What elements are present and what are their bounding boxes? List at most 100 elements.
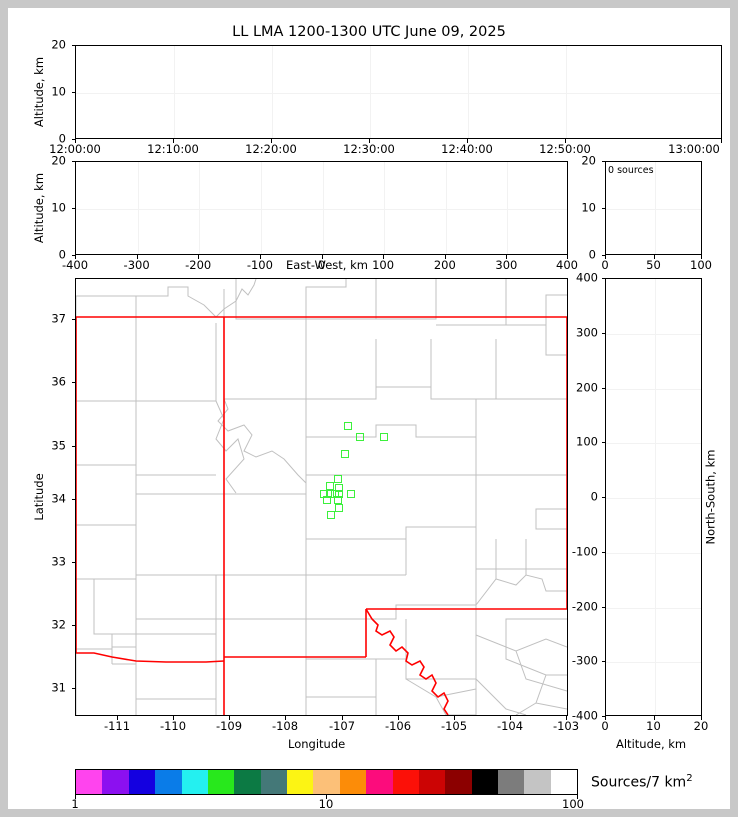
tick <box>326 795 327 799</box>
tick <box>577 795 578 799</box>
source-marker <box>334 496 343 505</box>
tick <box>506 255 508 259</box>
tick <box>601 278 605 279</box>
ytick-label: 10 <box>51 200 66 215</box>
ytick-label: 20 <box>51 153 66 168</box>
xtick-label: 12:20:00 <box>245 142 297 156</box>
tick <box>605 255 606 259</box>
ytick-label: 35 <box>51 438 66 453</box>
tick <box>71 45 75 46</box>
tick <box>71 625 75 626</box>
colorbar-tick-label: 10 <box>318 797 334 811</box>
colorbar-cell <box>102 770 129 794</box>
source-count-annotation: 0 sources <box>608 165 654 176</box>
colorbar-cell <box>155 770 182 794</box>
tick <box>71 688 75 689</box>
ytick-label: 400 <box>576 270 598 285</box>
colorbar-cell <box>128 770 156 794</box>
xtick-label: -108 <box>271 719 299 733</box>
xtick-label: -104 <box>496 719 524 733</box>
xtick-label: 400 <box>556 258 578 272</box>
colorbar-cell <box>181 770 208 794</box>
tick <box>321 255 323 259</box>
tick <box>369 139 370 143</box>
source-marker <box>323 495 332 504</box>
tick <box>601 208 605 209</box>
tick <box>75 255 76 259</box>
tick <box>601 497 605 498</box>
colorbar-tick-label: 100 <box>562 797 584 811</box>
colorbar-cell <box>287 770 314 794</box>
tick <box>75 139 76 143</box>
ytick-label: 34 <box>51 491 66 506</box>
xtick-label: -107 <box>328 719 356 733</box>
ytick-label: 20 <box>51 37 66 52</box>
tick <box>701 255 702 259</box>
axis-label-north-south: North-South, km <box>703 449 718 545</box>
xtick-label: -109 <box>215 719 243 733</box>
xtick-label: 0 <box>317 258 326 272</box>
tick <box>601 606 605 608</box>
east-west-vs-altitude-panel <box>75 161 568 255</box>
ytick-label: 0 <box>588 247 596 262</box>
tick <box>71 499 75 500</box>
tick <box>75 795 76 799</box>
colorbar-cell <box>418 770 446 794</box>
tick <box>383 255 385 259</box>
tick <box>566 716 567 720</box>
ytick-label: -400 <box>571 708 598 723</box>
tick <box>565 139 566 143</box>
colorbar-cell <box>313 770 340 794</box>
tick <box>467 139 468 143</box>
source-marker <box>355 433 364 442</box>
source-marker <box>379 433 388 442</box>
xtick-label: 12:00:00 <box>49 142 101 156</box>
xtick-label: 50 <box>646 258 661 272</box>
ytick-label: 10 <box>581 200 596 215</box>
tick <box>601 387 605 389</box>
tick <box>71 446 75 447</box>
tick <box>567 255 568 259</box>
ytick-label: 36 <box>51 374 66 389</box>
tick <box>136 255 138 259</box>
altitude-histogram-panel: 0 sources <box>605 161 702 255</box>
tick <box>601 661 605 663</box>
tick <box>198 255 200 259</box>
source-marker <box>326 489 335 498</box>
ytick-label: -200 <box>571 598 598 613</box>
xtick-label: 100 <box>372 258 395 272</box>
xtick-label: 12:10:00 <box>147 142 199 156</box>
ytick-label: -300 <box>571 653 598 668</box>
colorbar-cell <box>445 770 472 794</box>
colorbar-cell <box>392 770 419 794</box>
tick <box>71 92 75 93</box>
tick <box>71 208 75 209</box>
axis-label-latitude: Latitude <box>32 473 46 521</box>
tick <box>71 319 75 320</box>
xtick-label: 100 <box>690 258 712 272</box>
xtick-label: 10 <box>646 719 661 733</box>
tick <box>653 255 655 259</box>
xtick-label: -105 <box>440 719 468 733</box>
tick <box>601 716 605 717</box>
ytick-label: 31 <box>51 680 66 695</box>
xtick-label: -103 <box>552 719 580 733</box>
xtick-label: 0 <box>601 719 609 733</box>
tick <box>117 716 118 720</box>
colorbar-cell <box>207 770 235 794</box>
colorbar[interactable] <box>75 769 578 795</box>
north-south-vs-altitude-panel <box>605 278 702 716</box>
xtick-label: -400 <box>61 258 89 272</box>
ytick-label: 37 <box>51 311 66 326</box>
tick <box>259 255 261 259</box>
ytick-label: 200 <box>576 379 598 394</box>
xtick-label: 200 <box>433 258 456 272</box>
colorbar-label-text: Sources/7 km <box>591 774 687 791</box>
tick <box>510 716 511 720</box>
colorbar-tick-label: 1 <box>71 797 79 811</box>
colorbar-cell <box>498 770 525 794</box>
tick <box>71 161 75 162</box>
tick <box>342 716 343 720</box>
colorbar-cell <box>550 770 577 794</box>
